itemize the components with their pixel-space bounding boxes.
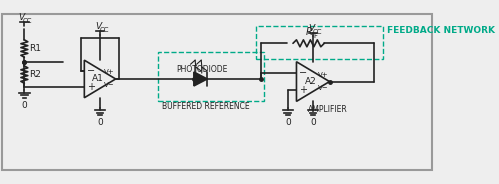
Text: 0: 0 <box>97 118 103 127</box>
Text: +: + <box>299 86 307 95</box>
Text: 0: 0 <box>310 118 316 127</box>
Text: +: + <box>87 82 95 92</box>
Text: BUFFERED REFERENCE: BUFFERED REFERENCE <box>162 102 250 112</box>
Text: R1: R1 <box>29 44 41 53</box>
Text: R2: R2 <box>29 70 41 79</box>
Polygon shape <box>194 72 207 86</box>
Text: −: − <box>299 68 307 78</box>
Text: CC: CC <box>22 18 32 24</box>
Text: −: − <box>87 66 95 75</box>
Text: AMPLIFIER: AMPLIFIER <box>308 105 348 114</box>
Text: PHOTODIODE: PHOTODIODE <box>176 65 228 74</box>
Text: V+: V+ <box>104 70 115 75</box>
Text: F: F <box>314 33 318 39</box>
Text: V: V <box>18 13 24 22</box>
Text: 0: 0 <box>285 118 290 127</box>
Text: V−: V− <box>104 82 115 89</box>
Text: V: V <box>309 24 315 33</box>
Bar <box>256 26 383 59</box>
Text: V: V <box>96 22 102 31</box>
Text: FEEDBACK NETWORK: FEEDBACK NETWORK <box>387 26 495 35</box>
Bar <box>158 52 264 101</box>
Text: CC: CC <box>313 29 322 35</box>
Text: V+: V+ <box>318 72 329 78</box>
Text: CC: CC <box>100 27 109 33</box>
Text: 0: 0 <box>21 101 27 110</box>
Text: V−: V− <box>318 85 329 91</box>
Text: A2: A2 <box>305 77 317 86</box>
Text: A1: A1 <box>92 75 104 84</box>
Text: R: R <box>305 27 312 37</box>
